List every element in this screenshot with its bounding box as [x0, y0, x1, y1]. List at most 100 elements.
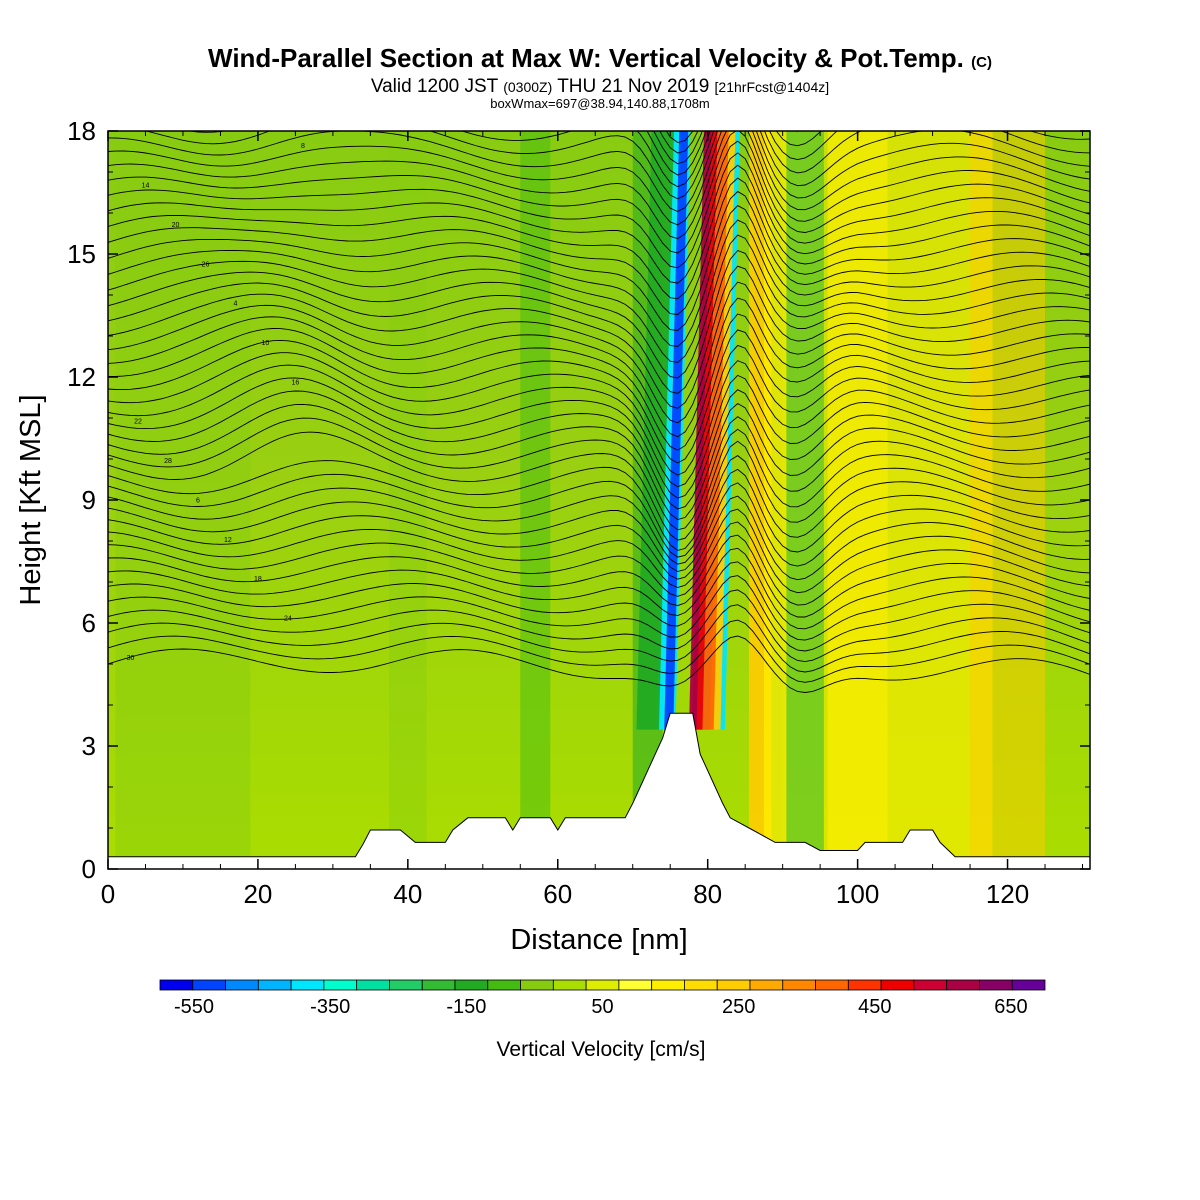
x-axis-title: Distance [nm]	[510, 924, 687, 956]
theta-contour	[108, 131, 1090, 212]
theta-contour-label: 28	[164, 458, 172, 465]
y-tick-label: 12	[67, 362, 96, 392]
colorbar-swatch	[585, 979, 620, 991]
colorbar-swatch	[323, 979, 358, 991]
colorbar-swatch	[1011, 979, 1046, 991]
theta-contour	[108, 508, 1090, 594]
theta-contour-label: 6	[196, 497, 200, 504]
axis-ticks: 0 20 40 60 80 100 120 0 3 6 9 12 15 18	[67, 116, 1090, 909]
colorbar-swatch	[684, 979, 718, 991]
y-tick-label: 18	[67, 116, 96, 146]
colorbar-swatch	[749, 979, 784, 991]
theta-contour	[108, 190, 1090, 331]
theta-contour	[108, 468, 1090, 565]
theta-contour-label: 16	[292, 379, 300, 386]
y-tick-label: 15	[67, 239, 96, 269]
colorbar-swatch	[552, 979, 587, 991]
chart-subtitle: Valid 1200 JST (0300Z) THU 21 Nov 2019 […	[0, 77, 1200, 97]
box-info: boxWmax=697@38.94,140.88,1708m	[490, 96, 710, 111]
theta-contour	[108, 495, 1090, 581]
colorbar-label: 50	[591, 996, 613, 1018]
colorbar-swatch	[880, 979, 915, 991]
theta-contour	[108, 131, 1090, 240]
y-tick-label: 9	[82, 485, 96, 515]
theta-contour-label: 8	[301, 143, 305, 150]
theta-contour	[108, 547, 1090, 630]
theta-contour	[108, 360, 1090, 488]
theta-contour	[108, 521, 1090, 606]
theta-contours	[108, 131, 1090, 693]
theta-contour	[108, 313, 1090, 451]
theta-contour	[108, 635, 1090, 693]
theta-contour-label: 18	[254, 576, 262, 583]
theta-contour	[108, 344, 1090, 476]
colorbar-swatch	[979, 979, 1013, 991]
valid-utc: (0300Z)	[503, 79, 553, 95]
colorbar-swatch	[159, 979, 194, 991]
forecast-info: [21hrFcst@1404z]	[714, 79, 830, 95]
colorbar-swatch	[946, 979, 980, 991]
theta-contour	[108, 131, 1090, 226]
theta-contour	[108, 219, 1090, 363]
colorbar-swatch	[520, 979, 554, 991]
y-tick-label: 3	[82, 731, 96, 761]
theta-contour	[108, 249, 1090, 394]
theta-contour	[108, 416, 1090, 531]
theta-contour	[108, 374, 1090, 499]
terrain-mask	[108, 712, 1090, 869]
colorbar-swatch	[290, 979, 325, 991]
theta-contour	[108, 140, 1090, 269]
theta-contour	[108, 619, 1090, 683]
x-tick-label: 20	[243, 879, 272, 909]
theta-contour-label: 12	[224, 537, 232, 544]
colorbar-label: 250	[722, 996, 755, 1018]
theta-contour	[108, 428, 1090, 541]
theta-contour-label: 14	[142, 183, 150, 190]
x-tick-label: 60	[543, 879, 572, 909]
chart-title: Wind-Parallel Section at Max W: Vertical…	[0, 44, 1200, 77]
theta-contour-label: 10	[262, 340, 270, 347]
theta-contour-label: 30	[269, 104, 277, 111]
x-tick-label: 80	[693, 879, 722, 909]
colorbar-swatch	[454, 979, 489, 991]
colorbar-swatch	[782, 979, 816, 991]
valid-time: Valid 1200 JST	[370, 76, 498, 97]
field-band	[389, 131, 427, 869]
field-band	[115, 131, 251, 869]
theta-contour	[108, 152, 1090, 284]
colorbar-swatch	[815, 979, 849, 991]
plume-band	[636, 131, 674, 730]
plume-band	[688, 131, 712, 730]
theta-contour-label: 24	[284, 616, 292, 623]
field-band	[970, 131, 1046, 869]
chart-title-tag: (C)	[971, 54, 992, 71]
colorbar-swatch	[651, 979, 685, 991]
colorbar-swatch	[257, 979, 292, 991]
colorbar-label: -350	[310, 996, 350, 1018]
x-tick-label: 100	[836, 879, 879, 909]
colorbar-swatch	[356, 979, 390, 991]
colorbar-label: 450	[858, 996, 891, 1018]
y-tick-label: 6	[82, 608, 96, 638]
theta-contour	[108, 297, 1090, 438]
theta-contour	[108, 177, 1090, 316]
theta-contour-label: 30	[127, 655, 135, 662]
colorbar-swatch	[618, 979, 653, 991]
theta-contour	[108, 534, 1090, 618]
theta-contour	[108, 482, 1090, 572]
colorbar-swatch	[913, 979, 948, 991]
colorbar-label: 650	[994, 996, 1027, 1018]
colorbar: -550 -350 -150 50 250 450 650	[159, 979, 1046, 1018]
theta-contour-labels: 30 24 18 12 6 28 22 16 10 4 26 20 14 8 30 24	[127, 104, 305, 662]
theta-contour-label: 26	[202, 261, 210, 268]
colorbar-swatch	[192, 979, 226, 991]
theta-contour	[108, 389, 1090, 510]
theta-contour	[108, 589, 1090, 663]
colorbar-swatch	[225, 979, 259, 991]
theta-contour	[108, 440, 1090, 551]
colorbar-swatch	[847, 979, 882, 991]
theta-contour	[108, 329, 1090, 464]
title-block: Wind-Parallel Section at Max W: Vertical…	[0, 44, 1200, 111]
theta-contour	[108, 604, 1090, 673]
